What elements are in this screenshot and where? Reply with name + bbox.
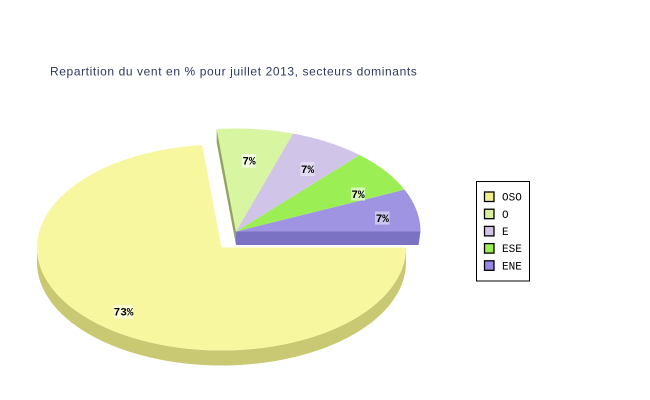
svg-text:ENE: ENE xyxy=(502,261,522,273)
svg-text:7%: 7% xyxy=(376,214,390,226)
svg-text:O: O xyxy=(502,210,509,222)
svg-text:7%: 7% xyxy=(301,165,315,177)
svg-text:73%: 73% xyxy=(114,308,134,320)
svg-text:7%: 7% xyxy=(351,190,365,202)
svg-text:Repartition du vent en % pour: Repartition du vent en % pour juillet 20… xyxy=(50,65,417,79)
svg-text:7%: 7% xyxy=(242,157,256,169)
svg-text:OSO: OSO xyxy=(502,193,522,205)
svg-text:ESE: ESE xyxy=(502,244,522,256)
svg-text:E: E xyxy=(502,227,509,239)
